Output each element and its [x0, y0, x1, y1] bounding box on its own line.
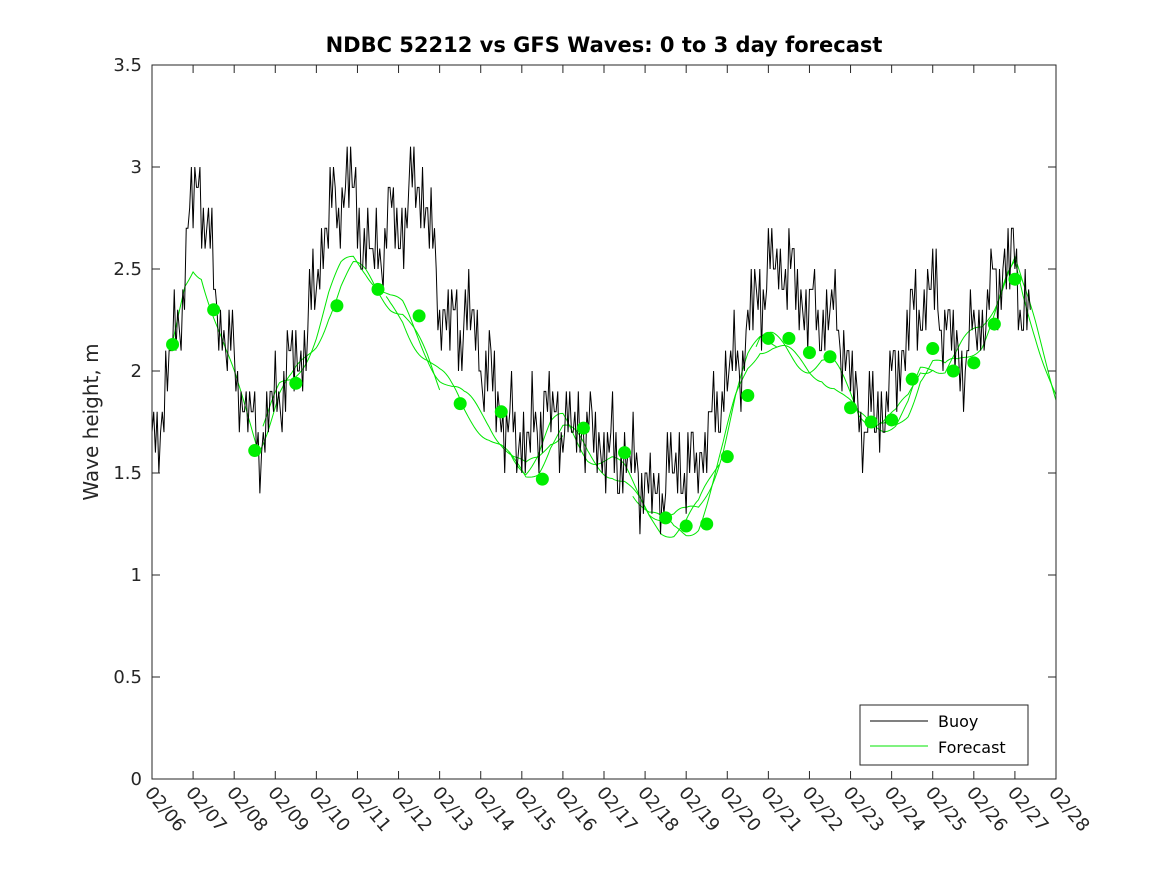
forecast-line-run-3 [385, 296, 720, 538]
forecast-marker-2 [207, 303, 221, 317]
legend-label-buoy: Buoy [938, 712, 978, 731]
forecast-marker-1 [166, 337, 180, 351]
y-tick-label-4: 2 [131, 361, 142, 382]
forecast-marker-22 [844, 401, 858, 415]
y-tick-label-7: 3.5 [113, 55, 142, 76]
forecast-marker-25 [905, 372, 919, 386]
forecast-marker-27 [946, 364, 960, 378]
forecast-marker-16 [720, 450, 734, 464]
plot-area [152, 65, 1056, 779]
y-tick-label-2: 1 [131, 565, 142, 586]
forecast-marker-6 [371, 282, 385, 296]
forecast-marker-5 [330, 299, 344, 313]
forecast-marker-18 [761, 331, 775, 345]
y-tick-label-3: 1.5 [113, 463, 142, 484]
legend: Buoy Forecast [859, 704, 1029, 766]
y-tick-label-5: 2.5 [113, 259, 142, 280]
forecast-marker-7 [412, 309, 426, 323]
legend-label-forecast: Forecast [938, 738, 1006, 757]
forecast-marker-19 [782, 331, 796, 345]
forecast-marker-26 [926, 342, 940, 356]
forecast-line-run-1 [172, 260, 441, 455]
forecast-marker-17 [741, 388, 755, 402]
forecast-marker-13 [659, 511, 673, 525]
forecast-marker-12 [618, 446, 632, 460]
y-axis-label: Wave height, m [79, 343, 103, 500]
y-tick-label-1: 0.5 [113, 667, 142, 688]
forecast-marker-29 [987, 317, 1001, 331]
forecast-marker-14 [679, 519, 693, 533]
marker-layer [166, 272, 1022, 533]
legend-box [859, 704, 1029, 766]
forecast-marker-23 [864, 415, 878, 429]
chart-title: NDBC 52212 vs GFS Waves: 0 to 3 day fore… [326, 33, 883, 57]
forecast-marker-21 [823, 350, 837, 364]
forecast-marker-10 [535, 472, 549, 486]
forecast-line-run-2 [262, 255, 564, 463]
forecast-marker-11 [576, 421, 590, 435]
forecast-marker-15 [700, 517, 714, 531]
forecast-marker-20 [802, 346, 816, 360]
forecast-marker-9 [494, 405, 508, 419]
y-tick-label-0: 0 [131, 769, 142, 790]
forecast-marker-4 [289, 376, 303, 390]
buoy-line [151, 146, 1031, 535]
y-tick-label-6: 3 [131, 157, 142, 178]
forecast-marker-24 [885, 413, 899, 427]
forecast-marker-3 [248, 444, 262, 458]
series-layer [151, 146, 1057, 538]
forecast-marker-28 [967, 356, 981, 370]
forecast-marker-8 [453, 397, 467, 411]
forecast-marker-30 [1008, 272, 1022, 286]
